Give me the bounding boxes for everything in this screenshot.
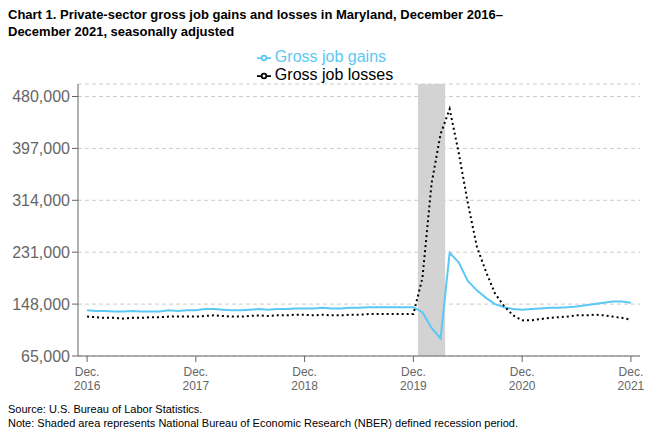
- svg-text:Dec.2020: Dec.2020: [509, 365, 536, 393]
- svg-text:Dec.2021: Dec.2021: [618, 365, 645, 393]
- svg-text:65,000: 65,000: [21, 348, 70, 365]
- svg-text:Dec.2017: Dec.2017: [182, 365, 209, 393]
- html-text:Gross job gains: Gross job gains: [274, 48, 386, 65]
- svg-text:480,000: 480,000: [12, 88, 70, 105]
- svg-text:Dec.2019: Dec.2019: [400, 365, 427, 393]
- html-text:Source: U.S. Bureau of Labor S: Source: U.S. Bureau of Labor Statistics.: [8, 403, 203, 415]
- svg-text:Dec.2018: Dec.2018: [291, 365, 318, 393]
- svg-text:231,000: 231,000: [12, 244, 70, 261]
- html-text:Chart 1. Private-sector gross: Chart 1. Private-sector gross job gains …: [8, 7, 503, 22]
- svg-text:148,000: 148,000: [12, 296, 70, 313]
- html-text:Gross job losses: Gross job losses: [274, 66, 394, 83]
- svg-text:Dec.2016: Dec.2016: [74, 365, 101, 393]
- svg-text:314,000: 314,000: [12, 192, 70, 209]
- html-text:Note: Shaded area represents N: Note: Shaded area represents National Bu…: [8, 417, 518, 429]
- html-text:December 2021, seasonally adju: December 2021, seasonally adjusted: [8, 24, 235, 39]
- svg-text:397,000: 397,000: [12, 140, 70, 157]
